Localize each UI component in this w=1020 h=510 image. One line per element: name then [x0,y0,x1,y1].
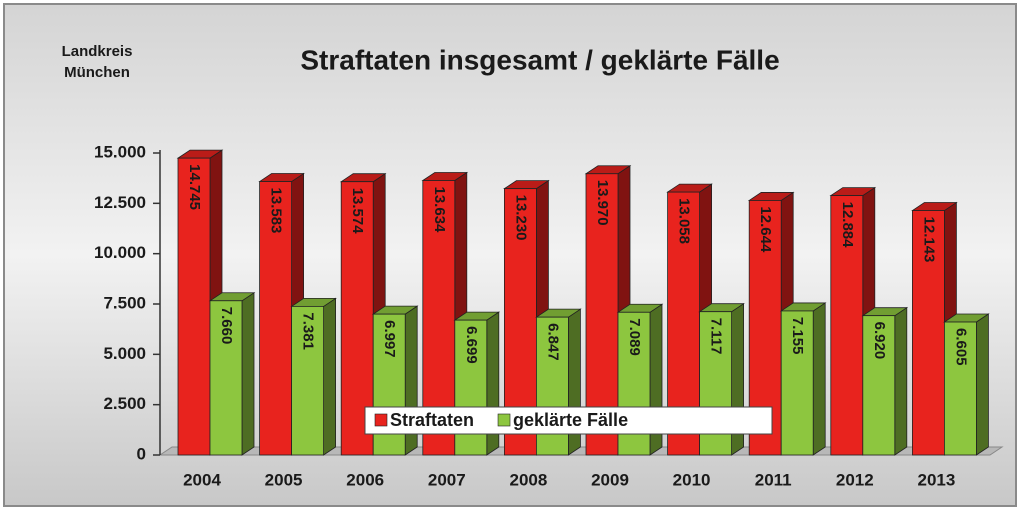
bar [862,315,896,456]
x-tick-label: 2005 [265,470,303,489]
y-tick-label: 0 [137,444,146,463]
y-tick-label: 10.000 [94,243,146,262]
legend-swatch [374,413,388,427]
x-tick-label: 2012 [836,470,874,489]
chart-title: Straftaten insgesamt / geklärte Fälle [300,44,779,75]
bar [177,157,211,456]
corner-label: München [64,64,130,81]
value-label: 6.920 [871,322,888,360]
value-label: 7.155 [789,317,806,355]
legend-label: Straftaten [390,410,474,430]
corner-label: Landkreis [62,43,133,60]
bar-side [976,313,989,456]
y-tick-label: 15.000 [94,142,146,161]
legend-swatch [497,413,511,427]
value-label: 13.058 [676,198,693,244]
value-label: 12.143 [920,217,937,263]
bar [912,210,945,456]
value-label: 14.745 [186,164,203,210]
bar-side [241,292,255,456]
bar-side [894,306,908,456]
x-tick-label: 2007 [428,470,466,489]
value-label: 12.644 [757,206,774,253]
value-label: 7.089 [626,318,643,356]
x-tick-label: 2011 [755,470,792,489]
x-tick-label: 2004 [183,470,221,489]
bar [830,195,864,456]
value-label: 13.634 [431,187,448,234]
x-tick-label: 2010 [673,470,711,489]
value-label: 7.117 [708,318,725,355]
value-label: 6.997 [381,320,398,358]
bar [291,305,325,456]
bar [209,300,243,456]
value-label: 13.970 [594,180,611,226]
y-tick-label: 12.500 [94,193,146,212]
x-tick-label: 2009 [591,470,629,489]
y-tick-label: 5.000 [103,344,146,363]
bar [944,321,977,456]
bar-side [812,302,826,456]
bar [259,181,293,456]
x-tick-label: 2008 [509,470,547,489]
bar [780,310,814,456]
value-label: 7.660 [218,307,235,345]
value-label: 13.230 [512,195,529,241]
bar-side [323,297,337,456]
value-label: 7.381 [300,312,317,350]
x-tick-label: 2013 [917,470,955,489]
value-label: 6.605 [952,328,969,366]
value-label: 6.847 [544,323,561,361]
value-label: 6.699 [463,326,480,364]
value-label: 12.884 [839,202,856,249]
legend-box [364,406,773,435]
y-tick-label: 2.500 [103,394,146,413]
x-tick-label: 2006 [346,470,384,489]
value-label: 13.583 [268,188,285,234]
legend-label: geklärte Fälle [513,410,628,430]
value-label: 13.574 [349,188,366,235]
legend: Straftaten geklärte Fälle [364,406,773,435]
y-tick-label: 7.500 [103,293,146,312]
